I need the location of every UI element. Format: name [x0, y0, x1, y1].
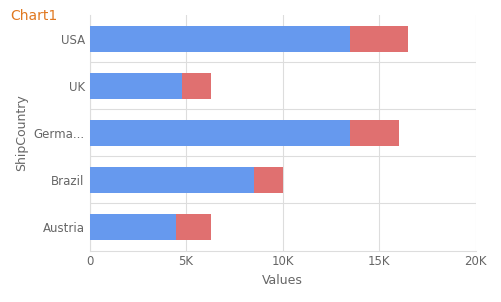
Bar [350, 120, 398, 146]
Text: Chart1: Chart1 [10, 9, 57, 23]
Bar [350, 26, 407, 52]
Bar [89, 214, 176, 240]
Bar [89, 167, 253, 193]
Bar [253, 167, 282, 193]
Bar [89, 26, 350, 52]
Bar [176, 214, 211, 240]
Bar [182, 73, 211, 99]
Bar [89, 73, 182, 99]
X-axis label: Values: Values [262, 274, 303, 287]
Y-axis label: ShipCountry: ShipCountry [15, 95, 28, 171]
Bar [89, 120, 350, 146]
